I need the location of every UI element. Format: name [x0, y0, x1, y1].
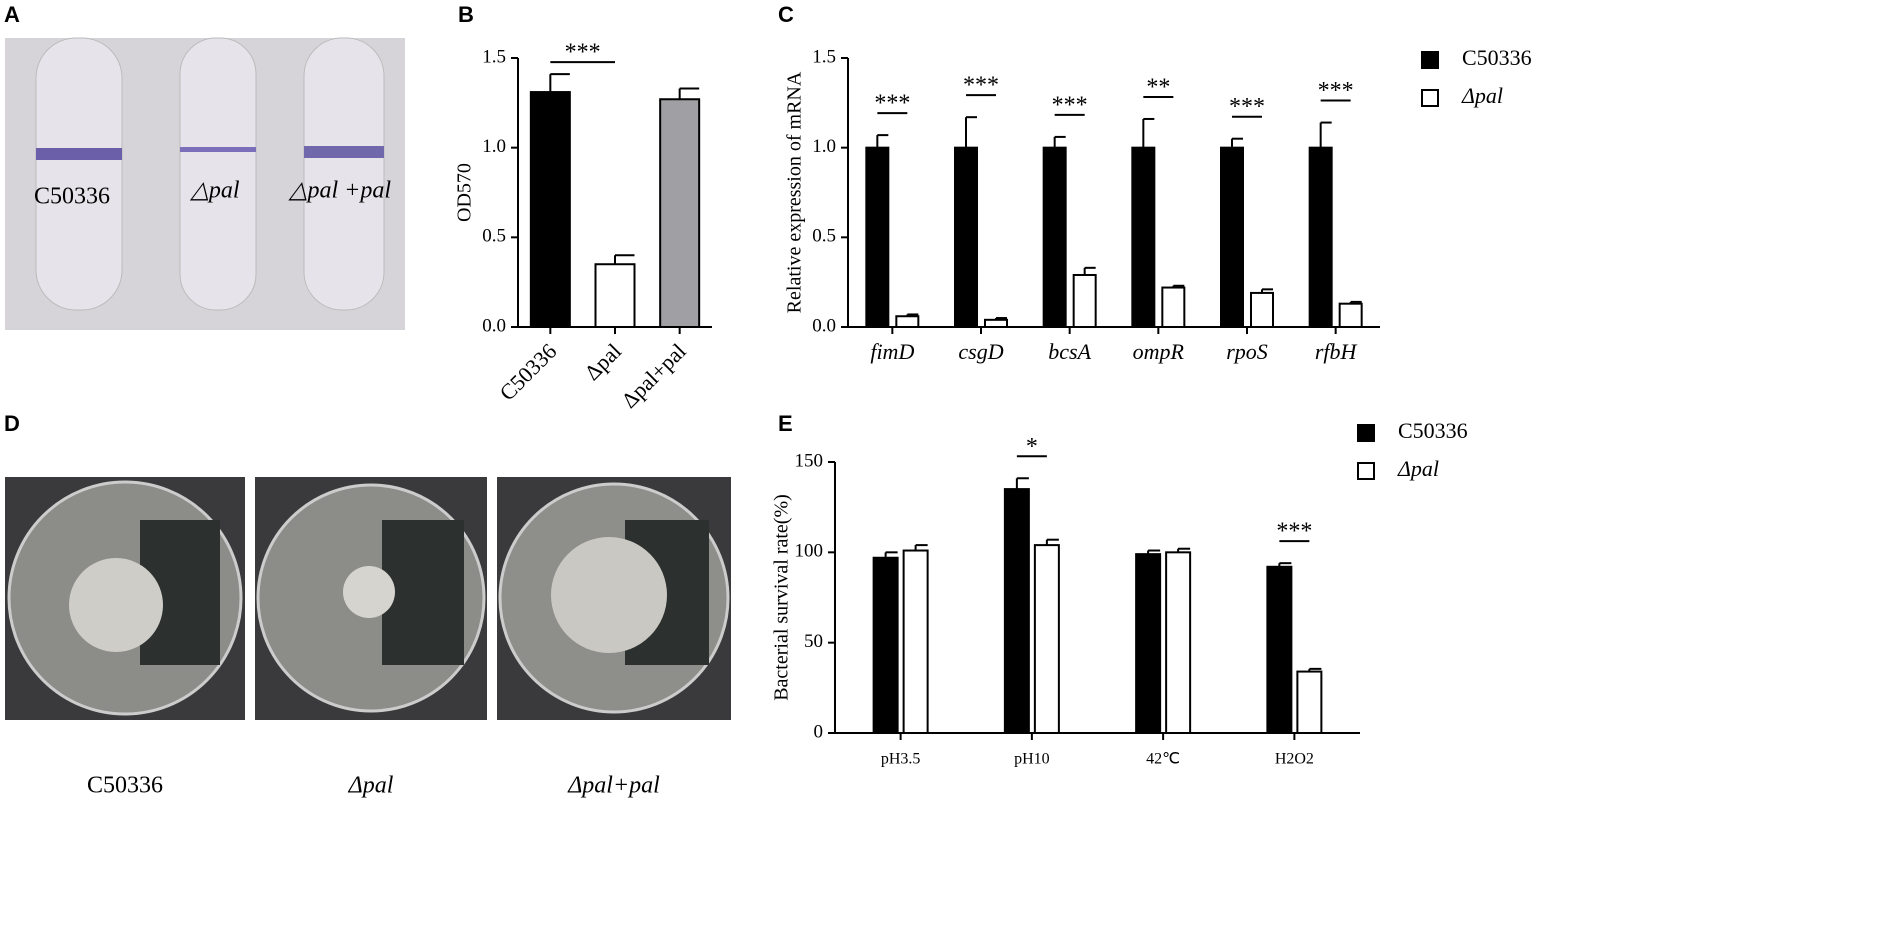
significance-label: ** — [1146, 74, 1170, 100]
x-tick-label: fimD — [870, 339, 914, 364]
legend-label: C50336 — [1398, 418, 1468, 443]
y-tick-label: 150 — [795, 450, 824, 471]
photo-label: △pal +pal — [288, 178, 391, 204]
photo-label: C50336 — [34, 184, 110, 210]
y-tick-label: 50 — [804, 631, 823, 652]
y-axis-label: Bacterial survival rate(%) — [771, 494, 793, 701]
bar — [1266, 565, 1293, 735]
bar — [865, 146, 890, 328]
x-tick-label: C50336 — [494, 338, 561, 405]
y-tick-label: 1.0 — [482, 136, 506, 157]
legend-swatch — [1357, 462, 1375, 480]
bar — [594, 263, 636, 329]
bar — [1338, 302, 1363, 329]
legend-label: Δpal — [1461, 83, 1503, 108]
legend-label: Δpal — [1397, 456, 1439, 481]
bar — [984, 318, 1008, 328]
bar — [1131, 146, 1156, 328]
bar — [902, 549, 929, 734]
significance-label: *** — [565, 40, 601, 66]
bar — [1161, 286, 1186, 328]
panel-label: B — [458, 2, 474, 27]
panel-label: D — [4, 411, 20, 436]
y-tick-label: 0.5 — [812, 226, 836, 247]
photo-d: C50336 Δpal Δpal+pal — [5, 477, 731, 799]
photo-label: Δpal+pal — [567, 773, 660, 799]
bar — [1042, 146, 1067, 328]
bar — [529, 91, 571, 328]
x-tick-label: H2O2 — [1275, 751, 1314, 768]
significance-label: *** — [874, 91, 910, 117]
bar — [1296, 670, 1323, 734]
bar — [1250, 291, 1274, 328]
x-tick-label: ompR — [1133, 339, 1185, 364]
x-tick-label: 42℃ — [1146, 751, 1180, 768]
legend-label: C50336 — [1462, 45, 1532, 70]
bar — [1003, 488, 1030, 734]
panel-label: C — [778, 2, 794, 27]
bar — [1220, 146, 1244, 328]
bar — [1135, 553, 1162, 735]
legend-swatch — [1357, 424, 1375, 442]
photo-label: △pal — [189, 178, 239, 204]
significance-label: *** — [1318, 78, 1354, 104]
y-axis-label: OD570 — [454, 163, 476, 222]
y-tick-label: 0.0 — [812, 315, 836, 336]
x-tick-label: pH10 — [1014, 751, 1050, 768]
significance-label: *** — [963, 73, 999, 99]
significance-label: *** — [1229, 94, 1265, 120]
photo-label: Δpal — [348, 773, 394, 799]
y-tick-label: 0.5 — [482, 226, 506, 247]
x-tick-label: Δpal — [579, 338, 626, 385]
legend-swatch — [1421, 51, 1439, 69]
significance-label: * — [1026, 434, 1038, 460]
bar — [1033, 544, 1060, 735]
x-tick-label: rfbH — [1315, 339, 1358, 364]
bar — [659, 98, 701, 328]
y-tick-label: 1.5 — [812, 46, 836, 67]
legend-swatch — [1421, 89, 1439, 107]
panel-label: A — [4, 2, 20, 27]
x-tick-label: pH3.5 — [881, 751, 921, 768]
x-tick-label: Δpal+pal — [616, 338, 690, 412]
bar — [895, 315, 920, 328]
bar — [954, 146, 978, 328]
photo-label: C50336 — [87, 773, 163, 799]
bar — [1308, 146, 1333, 328]
significance-label: *** — [1052, 92, 1088, 118]
bar — [872, 556, 899, 735]
y-tick-label: 1.0 — [812, 136, 836, 157]
y-tick-label: 1.5 — [482, 46, 506, 67]
bar — [1072, 273, 1097, 329]
photo-a: C50336 △pal △pal +pal — [5, 37, 405, 330]
panel-label: E — [778, 411, 793, 436]
bar — [1165, 551, 1192, 734]
x-tick-label: bcsA — [1048, 339, 1091, 364]
y-tick-label: 0.0 — [482, 315, 506, 336]
x-tick-label: rpoS — [1226, 339, 1268, 364]
significance-label: *** — [1276, 519, 1312, 545]
y-axis-label: Relative expression of mRNA — [784, 71, 806, 313]
y-tick-label: 100 — [795, 541, 824, 562]
y-tick-label: 0 — [814, 721, 824, 742]
x-tick-label: csgD — [958, 339, 1003, 364]
